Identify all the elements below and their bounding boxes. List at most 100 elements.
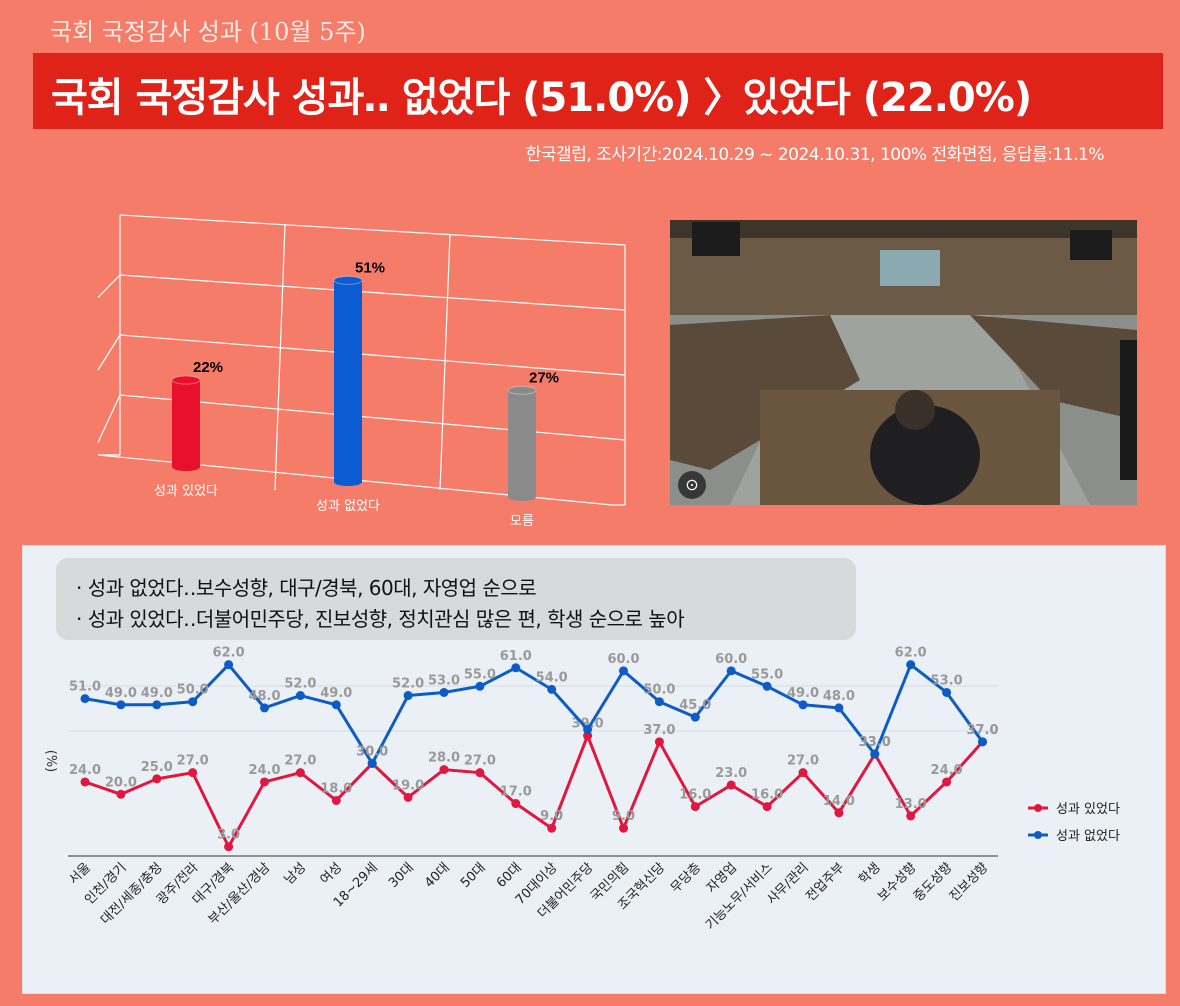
data-point <box>906 811 916 821</box>
data-label: 50.0 <box>643 683 675 698</box>
data-label: 18.0 <box>320 781 352 796</box>
data-label: 45.0 <box>679 698 711 713</box>
data-label: 48.0 <box>248 689 280 704</box>
data-point <box>475 681 485 691</box>
bar-top <box>171 375 201 385</box>
x-tick-label: 전업주부 <box>803 860 847 904</box>
series-line <box>84 734 984 849</box>
legend-marker <box>1034 831 1042 839</box>
series-line <box>84 663 984 765</box>
x-tick-label: 무당층 <box>668 860 704 896</box>
headline-banner: 국회 국정감사 성과‥ 없었다 (51.0%) 〉있었다 (22.0%) <box>33 53 1163 129</box>
x-tick-label: 60대 <box>494 860 525 891</box>
legend-label: 성과 있었다 <box>1056 802 1120 817</box>
data-label: 19.0 <box>392 778 424 793</box>
data-point <box>690 802 700 812</box>
x-tick-label: 학생 <box>856 860 884 888</box>
data-point <box>798 700 808 710</box>
grid-line <box>97 334 121 371</box>
hearing-photo: ⊙ <box>670 220 1137 505</box>
data-label: 62.0 <box>895 646 927 661</box>
data-label: 17.0 <box>500 785 532 800</box>
data-point <box>295 768 305 778</box>
data-label: 52.0 <box>392 677 424 692</box>
data-point <box>224 660 234 670</box>
data-point <box>906 660 916 670</box>
data-point <box>726 780 736 790</box>
data-label: 60.0 <box>607 652 639 667</box>
x-tick-label: 30대 <box>386 860 417 891</box>
data-point <box>116 789 126 799</box>
grid-line <box>439 234 451 491</box>
data-label: 16.0 <box>679 788 711 803</box>
data-point <box>260 703 269 713</box>
bar-base <box>334 478 362 486</box>
data-point <box>439 765 449 775</box>
data-label: 13.0 <box>895 797 927 812</box>
data-point <box>403 691 413 701</box>
data-label: 37.0 <box>966 723 998 738</box>
x-tick-label: 중도성향 <box>911 860 955 904</box>
data-label: 55.0 <box>751 667 783 682</box>
data-label: 49.0 <box>320 686 352 701</box>
data-label: 48.0 <box>823 689 855 704</box>
data-point <box>367 758 377 768</box>
data-label: 37.0 <box>643 723 675 738</box>
data-label: 53.0 <box>428 673 460 688</box>
data-point <box>834 703 844 713</box>
bar-value-label: 27% <box>529 369 559 386</box>
line-chart: (%) 24.0 20.0 25.0 27.0 3.0 24.0 27.0 18.0 30.0 19… <box>43 646 1120 933</box>
data-point <box>619 666 628 676</box>
data-label: 51.0 <box>69 680 101 695</box>
data-point <box>762 802 772 812</box>
grid-line <box>119 334 626 376</box>
data-label: 49.0 <box>787 686 819 701</box>
data-point <box>690 712 700 722</box>
x-tick-label: 진보성향 <box>947 860 991 904</box>
data-label: 60.0 <box>715 652 747 667</box>
x-tick-label: 서울 <box>66 860 94 888</box>
data-point <box>152 774 162 784</box>
data-label: 24.0 <box>248 763 280 778</box>
data-label: 24.0 <box>931 763 963 778</box>
lens-icon[interactable]: ⊙ <box>678 471 706 499</box>
bar-base <box>508 493 536 501</box>
data-label: 25.0 <box>141 760 173 775</box>
data-point <box>798 768 808 778</box>
summary-box: · 성과 없었다‥보수성향, 대구/경북, 60대, 자영업 순으로 · 성과 … <box>56 558 856 640</box>
data-point <box>116 700 126 710</box>
grid-line <box>274 224 286 491</box>
data-point <box>224 842 234 852</box>
x-tick-label: 40대 <box>422 860 453 891</box>
data-point <box>870 749 880 759</box>
data-label: 53.0 <box>931 673 963 688</box>
data-point <box>978 737 987 747</box>
data-label: 33.0 <box>859 735 891 750</box>
bar-value-label: 22% <box>193 359 223 376</box>
data-label: 27.0 <box>787 754 819 769</box>
bar <box>334 280 362 482</box>
bar-top <box>333 275 363 285</box>
data-point <box>762 681 772 691</box>
data-point <box>331 795 341 805</box>
bar-base <box>172 463 200 471</box>
detail-panel: · 성과 없었다‥보수성향, 대구/경북, 60대, 자영업 순으로 · 성과 … <box>22 545 1166 994</box>
data-label: 27.0 <box>284 754 316 769</box>
data-point <box>726 666 736 676</box>
data-label: 27.0 <box>177 754 209 769</box>
data-point <box>654 697 664 707</box>
summary-line-2: · 성과 있었다‥더불어민주당, 진보성향, 정치관심 많은 편, 학생 순으로… <box>76 607 685 631</box>
data-label: 9.0 <box>612 809 635 824</box>
summary-line-1: · 성과 없었다‥보수성향, 대구/경북, 60대, 자영업 순으로 <box>76 576 537 600</box>
data-label: 55.0 <box>464 667 496 682</box>
data-point <box>439 687 449 697</box>
data-point <box>583 731 593 741</box>
data-point <box>188 768 198 778</box>
data-point <box>583 724 593 734</box>
headline-title: 국회 국정감사 성과‥ 없었다 (51.0%) 〉있었다 (22.0%) <box>51 75 1032 121</box>
grid-line <box>97 274 121 298</box>
data-point <box>654 737 664 747</box>
data-point <box>80 777 90 787</box>
data-point <box>547 684 557 694</box>
data-point <box>331 700 341 710</box>
